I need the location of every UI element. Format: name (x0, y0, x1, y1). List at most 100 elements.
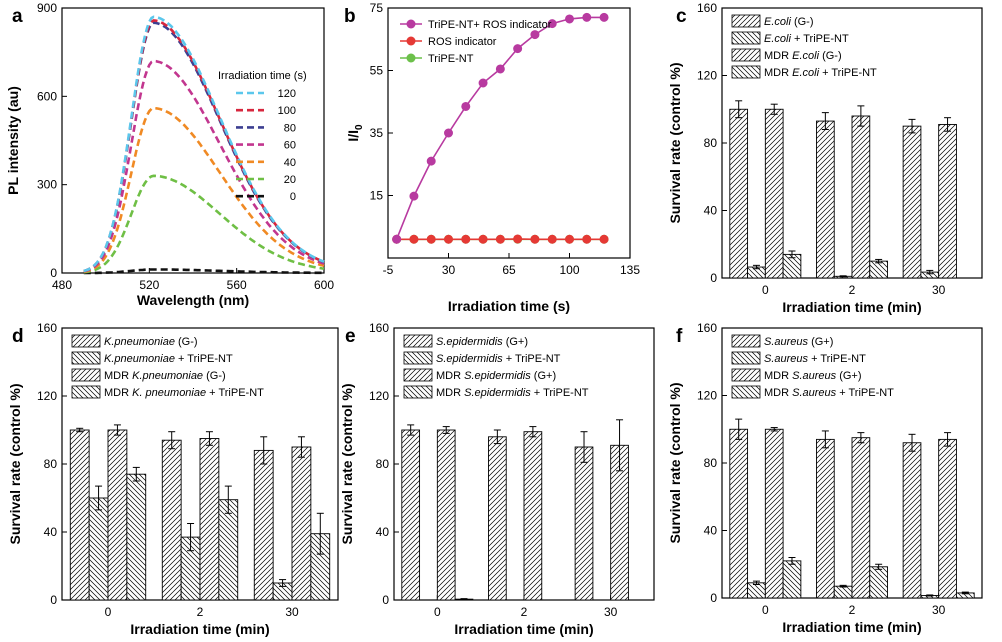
legend-label-a: 0 (290, 191, 296, 203)
bar-e (436, 429, 456, 601)
y-tick-label-e: 80 (376, 457, 390, 471)
y-tick-label-b: 15 (370, 189, 384, 203)
x-axis-label-f: Irradiation time (min) (782, 619, 921, 635)
bar-d (161, 439, 182, 601)
legend-label-d: K.pneumoniae + TriPE-NT (104, 353, 233, 365)
bar-d (107, 429, 128, 601)
legend-marker-b (406, 53, 416, 63)
bar-c (902, 125, 922, 279)
panel-letter-d: d (12, 326, 24, 347)
legend-swatch-c (731, 31, 761, 45)
data-point-ros (599, 234, 609, 244)
legend-label-b: TriPE-NT+ ROS indicator (428, 19, 552, 31)
legend-label-a: 20 (284, 174, 296, 186)
legend-swatch-c (731, 48, 761, 62)
legend-marker-b (406, 36, 416, 46)
data-point-ros (547, 234, 557, 244)
y-tick-label-e: 120 (369, 389, 389, 403)
x-tick-label-f: 2 (849, 603, 856, 617)
bar-e (488, 436, 507, 601)
data-point-tripe_ros (495, 64, 505, 74)
panel-letter-b: b (344, 6, 356, 27)
bar-e (574, 446, 594, 601)
legend-swatch-f (731, 385, 761, 399)
series-line-60 (83, 59, 325, 273)
x-axis-label-e: Irradiation time (min) (454, 621, 593, 637)
legend-label-e: MDR S.epidermidis + TriPE-NT (436, 387, 589, 399)
legend-marker-b (406, 19, 416, 29)
legend-label-d: MDR K.pneumoniae (G-) (104, 370, 226, 382)
x-tick-label-a: 560 (227, 278, 247, 292)
y-tick-label-b: 75 (370, 1, 384, 15)
bar-f (851, 437, 871, 599)
bar-c (851, 115, 871, 279)
bar-c (816, 120, 835, 279)
data-point-ros (478, 234, 488, 244)
legend-label-a: 80 (284, 122, 296, 134)
bar-c (764, 108, 784, 279)
data-point-tripe_ros (444, 128, 453, 138)
bar-f (816, 438, 835, 599)
series-line-120 (83, 15, 325, 273)
data-point-tripe_ros (565, 14, 574, 24)
legend-label-c: MDR E.coli (G-) (764, 50, 842, 62)
legend-label-b: TriPE-NT (428, 53, 474, 65)
bar-d (88, 497, 109, 601)
x-axis-label-b: Irradiation time (s) (448, 298, 570, 314)
legend-label-f: S.aureus + TriPE-NT (764, 353, 866, 365)
y-axis-label-a: PL intensity (au) (5, 86, 21, 195)
legend-swatch-d (71, 368, 101, 382)
bar-d (218, 499, 239, 601)
y-tick-label-c: 80 (704, 136, 718, 150)
panel-letter-c: c (676, 6, 687, 27)
bar-f (764, 428, 784, 599)
legend-swatch-e (403, 385, 433, 399)
y-tick-label-f: 160 (697, 321, 717, 335)
legend-label-e: S.epidermidis + TriPE-NT (436, 353, 561, 365)
bar-d (126, 473, 147, 601)
data-point-tripe_ros (461, 101, 471, 111)
x-tick-label-a: 520 (139, 278, 159, 292)
legend-label-d: MDR K. pneumoniae + TriPE-NT (104, 387, 264, 399)
y-tick-label-e: 0 (382, 593, 389, 607)
bar-c (938, 123, 957, 279)
y-tick-label-b: 55 (370, 64, 384, 78)
x-tick-label-e: 2 (521, 605, 528, 619)
legend-swatch-e (403, 351, 433, 365)
y-tick-label-d: 160 (37, 321, 57, 335)
data-point-ros (426, 234, 436, 244)
legend-label-c: MDR E.coli + TriPE-NT (764, 67, 877, 79)
series-line-20 (83, 174, 325, 274)
y-tick-label-a: 600 (37, 89, 57, 103)
legend-swatch-e (403, 368, 433, 382)
y-tick-label-e: 40 (376, 525, 390, 539)
panel-letter-e: e (345, 326, 356, 347)
bar-f (729, 428, 749, 599)
legend-title-a: Irradiation time (s) (218, 70, 307, 82)
legend-label-e: MDR S.epidermidis (G+) (436, 370, 556, 382)
x-tick-label-b: 30 (442, 263, 456, 277)
x-tick-label-c: 2 (849, 283, 856, 297)
data-point-ros (582, 234, 592, 244)
y-axis-label-d: Survival rate (control %) (7, 383, 23, 544)
x-tick-label-c: 0 (762, 283, 769, 297)
legend-label-f: MDR S.aureus (G+) (764, 370, 862, 382)
data-point-ros (565, 234, 574, 244)
legend-label-f: MDR S.aureus + TriPE-NT (764, 387, 894, 399)
data-point-ros (409, 234, 419, 244)
bar-e (401, 429, 421, 601)
panel-letter-a: a (12, 6, 23, 27)
x-tick-label-d: 2 (197, 605, 204, 619)
y-tick-label-f: 80 (704, 456, 718, 470)
bar-f (833, 585, 853, 599)
x-tick-label-a: 600 (314, 278, 334, 292)
bar-f (782, 560, 802, 599)
legend-swatch-e (403, 334, 433, 348)
x-tick-label-f: 30 (932, 603, 946, 617)
legend-label-d: K.pneumoniae (G-) (104, 336, 198, 348)
bar-c (869, 260, 888, 279)
panel-letter-f: f (676, 326, 683, 347)
legend-swatch-f (731, 334, 761, 348)
legend-swatch-f (731, 351, 761, 365)
